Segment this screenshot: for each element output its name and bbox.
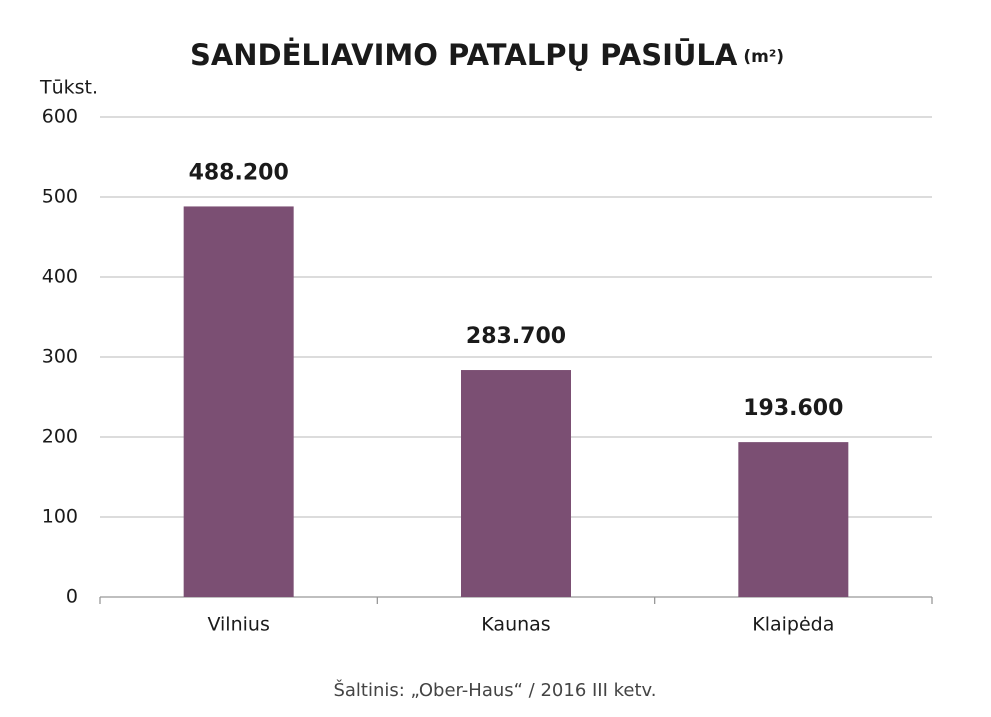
x-tick-label: Kaunas [481, 614, 550, 636]
y-tick-label: 400 [42, 266, 78, 288]
value-label: 193.600 [743, 396, 843, 421]
title-text: SANDĖLIAVIMO PATALPŲ PASIŪLA [190, 38, 738, 72]
value-label: 283.700 [466, 324, 566, 349]
x-tick-label: Klaipėda [752, 614, 834, 636]
y-tick-label: 300 [42, 346, 78, 368]
chart-title: SANDĖLIAVIMO PATALPŲ PASIŪLA (m²) [190, 38, 784, 72]
x-tick-label: Vilnius [207, 614, 269, 636]
source-note: Šaltinis: „Ober-Haus“ / 2016 III ketv. [333, 679, 656, 701]
bar [183, 206, 294, 597]
y-tick-label: 200 [42, 426, 78, 448]
bar [738, 442, 849, 597]
value-label: 488.200 [189, 160, 289, 185]
y-tick-label: 100 [42, 506, 78, 528]
y-tick-label: 500 [42, 186, 78, 208]
title-unit: (m²) [743, 47, 784, 67]
y-tick-label: 0 [66, 586, 78, 608]
bar [461, 370, 571, 597]
y-tick-label: 600 [42, 106, 78, 128]
y-axis-label: Tūkst. [39, 77, 98, 99]
